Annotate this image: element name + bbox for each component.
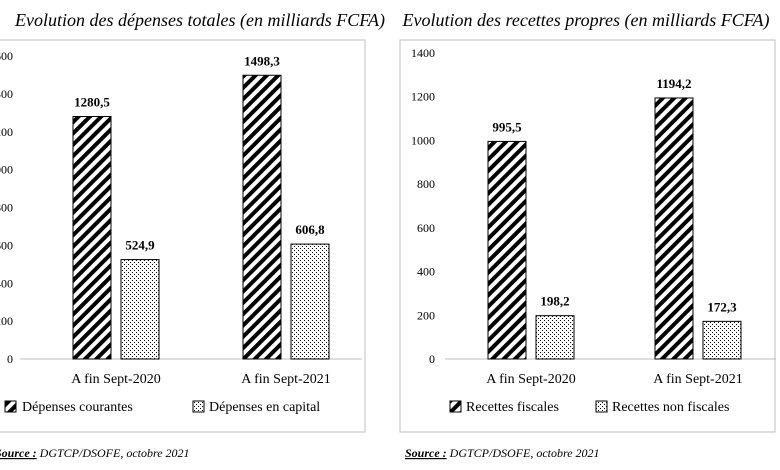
y-tick-label: 200 [417,308,435,322]
y-tick-label: 1600 [0,49,13,63]
legend-swatch [449,400,462,413]
y-tick-label: 800 [417,177,435,191]
x-category-label: A fin Sept-2020 [486,372,575,387]
y-tick-label: 1200 [0,125,13,139]
legend-swatch [595,400,608,413]
legend-label: Dépenses courantes [22,400,133,415]
source-text: DGTCP/DSOFE, octobre 2021 [447,446,600,460]
x-category-label: A fin Sept-2021 [241,372,330,387]
y-tick-label: 1400 [0,87,13,101]
source-note: Source : DGTCP/DSOFE, octobre 2021 [0,446,190,460]
data-label: 198,2 [540,294,569,309]
y-tick-label: 1000 [0,163,13,177]
chart-frame [399,39,776,433]
source-note: Source : DGTCP/DSOFE, octobre 2021 [405,446,600,460]
bar [72,116,112,360]
y-tick-label: 800 [0,201,13,215]
chart-title: Evolution des recettes propres (en milli… [402,10,770,31]
bar [487,140,527,360]
y-tick-label: 400 [417,265,435,279]
data-label: 1280,5 [74,95,110,110]
y-tick-label: 0 [429,352,435,366]
data-label: 995,5 [492,119,522,134]
data-label: 172,3 [707,299,737,314]
chart-frame [0,39,366,433]
y-tick-label: 600 [0,238,13,252]
data-label: 524,9 [125,238,155,253]
chart-title: Evolution des dépenses totales (en milli… [14,10,385,31]
y-tick-label: 1200 [411,90,435,104]
x-category-label: A fin Sept-2021 [653,372,742,387]
source-label: Source : [0,446,37,460]
y-tick-label: 400 [0,276,13,290]
chart-depenses-totales: Evolution des dépenses totales (en milli… [0,10,385,460]
legend-swatch [4,400,17,413]
y-tick-label: 200 [0,314,13,328]
source-text: DGTCP/DSOFE, octobre 2021 [37,446,190,460]
bar [120,259,160,360]
y-tick-label: 600 [417,221,435,235]
data-label: 606,8 [295,222,325,237]
y-tick-label: 1000 [411,133,435,147]
legend-label: Dépenses en capital [209,400,320,415]
bar [535,315,575,360]
y-tick-label: 1400 [411,46,435,60]
source-label: Source : [405,446,447,460]
bar [654,97,694,360]
y-tick-label: 0 [7,352,13,366]
x-category-label: A fin Sept-2020 [71,372,160,387]
legend-label: Recettes fiscales [466,400,559,415]
bar [242,74,282,360]
data-label: 1194,2 [656,76,691,91]
legend-swatch [192,400,205,413]
bar [702,320,742,360]
data-label: 1498,3 [244,53,280,68]
bar [290,243,330,360]
chart-recettes-propres: Evolution des recettes propres (en milli… [399,10,776,460]
legend-label: Recettes non fiscales [612,400,729,415]
